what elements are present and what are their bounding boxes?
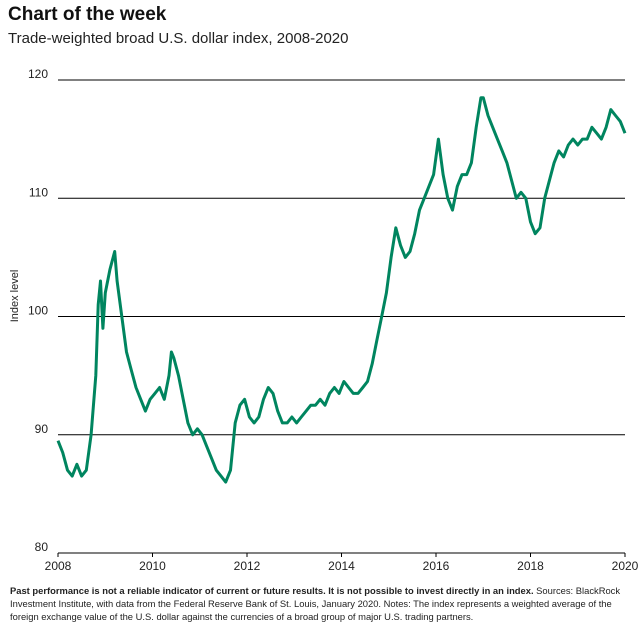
data-line: [56, 96, 627, 484]
x-tick-label: 2010: [139, 559, 166, 573]
y-tick-label: 100: [28, 304, 48, 318]
footnote: Past performance is not a reliable indic…: [10, 584, 632, 623]
x-tick-label: 2016: [423, 559, 450, 573]
y-axis-label: Index level: [9, 270, 21, 323]
title: Chart of the week: [8, 4, 167, 25]
footnote-bold: Past performance is not a reliable indic…: [10, 585, 534, 596]
x-tick-label: 2018: [517, 559, 544, 573]
footnote-text: Sources: BlackRock Investment Institute,…: [10, 585, 621, 622]
y-tick-label: 110: [29, 185, 48, 199]
x-tick-label: 2012: [234, 559, 261, 573]
y-tick-label: 80: [35, 540, 49, 554]
x-tick-label: 2020: [612, 559, 639, 573]
chart: Index level 80 90 100 110 120 2008 2010 2012 201…: [9, 67, 639, 573]
subtitle: Trade-weighted broad U.S. dollar index, …: [8, 30, 349, 47]
y-tick-label: 120: [28, 67, 48, 81]
x-tick-label: 2008: [45, 559, 72, 573]
y-tick-label: 90: [35, 422, 49, 436]
x-tick-label: 2014: [328, 559, 355, 573]
